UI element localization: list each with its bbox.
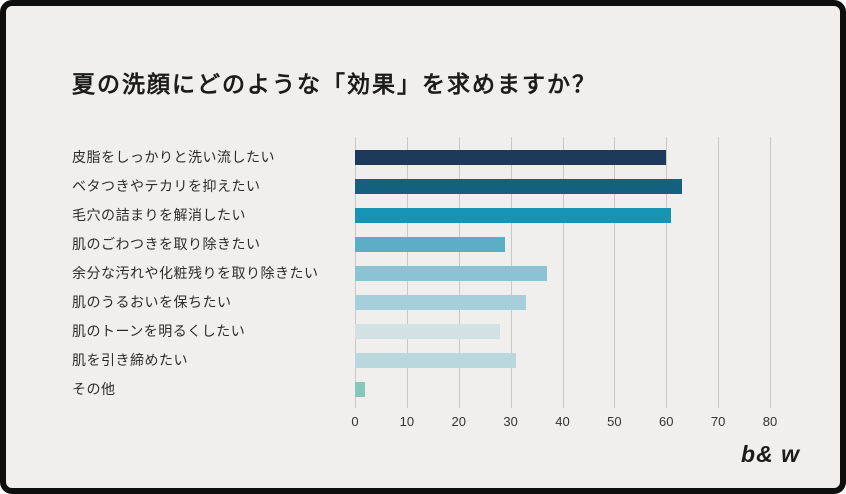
bar-cell [355,317,770,346]
bar-cell [355,143,770,172]
bar-cell [355,201,770,230]
category-label: 肌を引き締めたい [72,352,188,369]
category-label: 肌のごわつきを取り除きたい [72,236,261,253]
chart-title: 夏の洗顔にどのような「効果」を求めますか？ [72,71,597,97]
category-label: 肌のトーンを明るくしたい [72,323,246,340]
chart-row: 余分な汚れや化粧残りを取り除きたい [72,259,840,288]
category-label: 肌のうるおいを保ちたい [72,294,232,311]
x-tick-label: 20 [451,413,466,429]
chart-row: 毛穴の詰まりを解消したい [72,201,840,230]
bar-chart: 皮脂をしっかりと洗い流したい ベタつきやテカリを抑えたい 毛穴の詰まりを解消したい肌… [72,136,840,434]
bar [355,149,667,165]
x-tick-label: 50 [607,413,622,429]
gridline [614,136,616,408]
x-tick-label: 60 [659,413,674,429]
bar [355,178,682,194]
chart-row: 肌のごわつきを取り除きたい [72,230,840,259]
bar [355,265,547,281]
category-label: その他 [72,381,116,398]
category-label: 余分な汚れや化粧残りを取り除きたい [72,265,319,282]
x-tick-label: 0 [351,413,359,429]
category-label: 皮脂をしっかりと洗い流したい [72,149,275,166]
bar [355,381,366,397]
gridline [666,136,668,408]
bar-cell [355,172,770,201]
chart-row: 肌のトーンを明るくしたい [72,317,840,346]
chart-row: 肌を引き締めたい [72,346,840,375]
x-tick-label: 70 [710,413,726,429]
bar [355,236,506,252]
brand-logo: b& w [741,441,800,467]
x-tick-label: 40 [555,413,570,429]
x-tick-label: 30 [503,413,518,429]
chart-row: 皮脂をしっかりと洗い流したい [72,143,840,172]
bar-rows: 皮脂をしっかりと洗い流したい ベタつきやテカリを抑えたい 毛穴の詰まりを解消したい肌… [72,143,840,404]
bar [355,352,516,368]
gridline [770,136,771,408]
chart-row: ベタつきやテカリを抑えたい [72,172,840,201]
bar [355,294,527,310]
bar [355,323,501,339]
chart-row: その他 [72,375,840,404]
plot-area: 皮脂をしっかりと洗い流したい ベタつきやテカリを抑えたい 毛穴の詰まりを解消したい肌… [72,136,840,408]
chart-row: 肌のうるおいを保ちたい [72,288,840,317]
bar-cell [355,230,770,259]
x-tick-label: 80 [762,413,778,429]
x-axis: 0 10 20 30 40 50 60 70 80 [351,412,777,434]
bar-cell [355,346,770,375]
bar-cell [355,259,770,288]
gridline [718,136,720,408]
bar [355,207,672,223]
gridline [562,136,564,408]
x-tick-label: 10 [399,413,415,429]
category-label: ベタつきやテカリを抑えたい [72,178,261,195]
bar-cell [355,288,770,317]
category-label: 毛穴の詰まりを解消したい [72,207,246,224]
bar-cell [355,375,770,404]
